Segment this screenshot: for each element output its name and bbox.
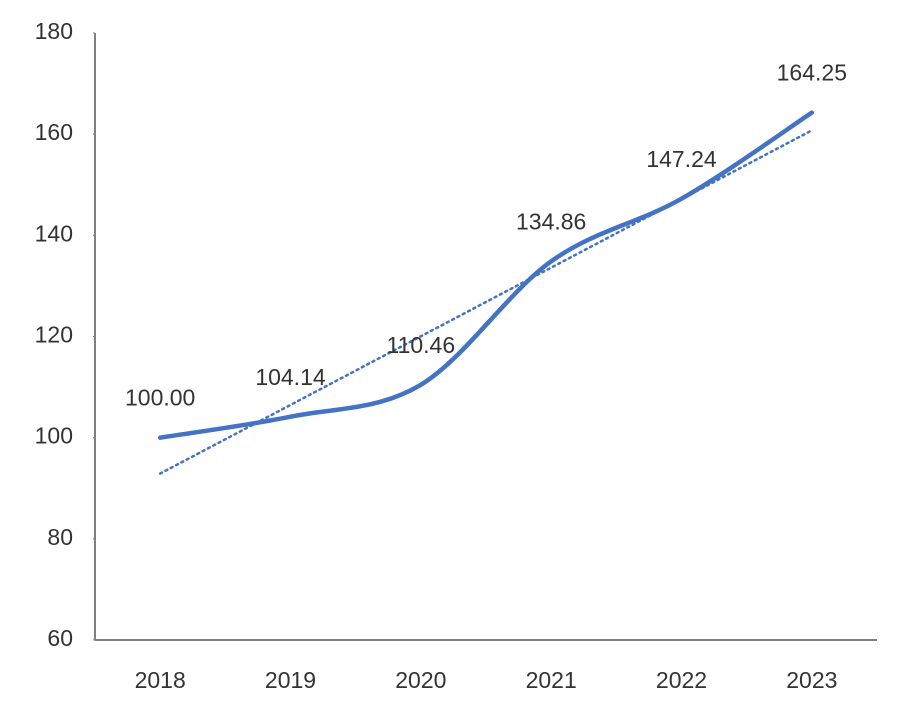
x-tick-label: 2020 xyxy=(395,667,446,693)
x-tick-label: 2018 xyxy=(135,667,186,693)
data-line xyxy=(157,110,815,440)
data-label: 147.24 xyxy=(646,146,717,172)
y-tick-label: 140 xyxy=(35,220,73,246)
x-tick-label: 2021 xyxy=(526,667,577,693)
data-label: 104.14 xyxy=(255,364,326,390)
x-tick-label: 2019 xyxy=(265,667,316,693)
x-tick-label: 2023 xyxy=(786,667,837,693)
y-tick-label: 80 xyxy=(47,524,73,550)
data-label: 134.86 xyxy=(516,208,586,234)
y-tick-label: 60 xyxy=(47,625,73,651)
y-tick-label: 120 xyxy=(35,322,73,348)
data-label: 164.25 xyxy=(777,60,847,86)
x-tick-label: 2022 xyxy=(656,667,707,693)
y-tick-label: 100 xyxy=(35,423,73,449)
y-tick-label: 180 xyxy=(35,18,73,44)
y-tick-label: 160 xyxy=(35,119,73,145)
data-label: 100.00 xyxy=(125,385,195,411)
data-label: 110.46 xyxy=(387,332,456,358)
